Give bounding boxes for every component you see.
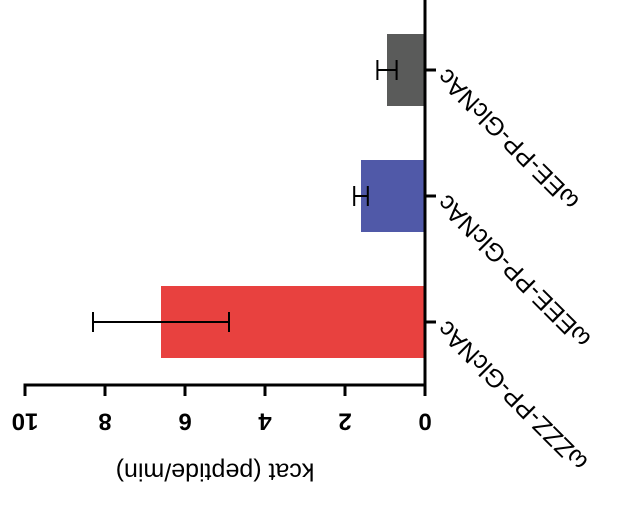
tick-label: 0 — [418, 408, 431, 435]
bar — [361, 160, 425, 232]
axis-title: kcat (peptide/min) — [116, 457, 315, 485]
tick-label: 10 — [12, 408, 39, 435]
tick-label: 8 — [98, 408, 111, 435]
tick-label: 4 — [258, 408, 272, 435]
error-bar — [353, 186, 369, 206]
tick-label: 6 — [178, 408, 191, 435]
tick-label: 2 — [338, 408, 351, 435]
error-bar — [92, 312, 230, 332]
error-bar — [376, 60, 398, 80]
